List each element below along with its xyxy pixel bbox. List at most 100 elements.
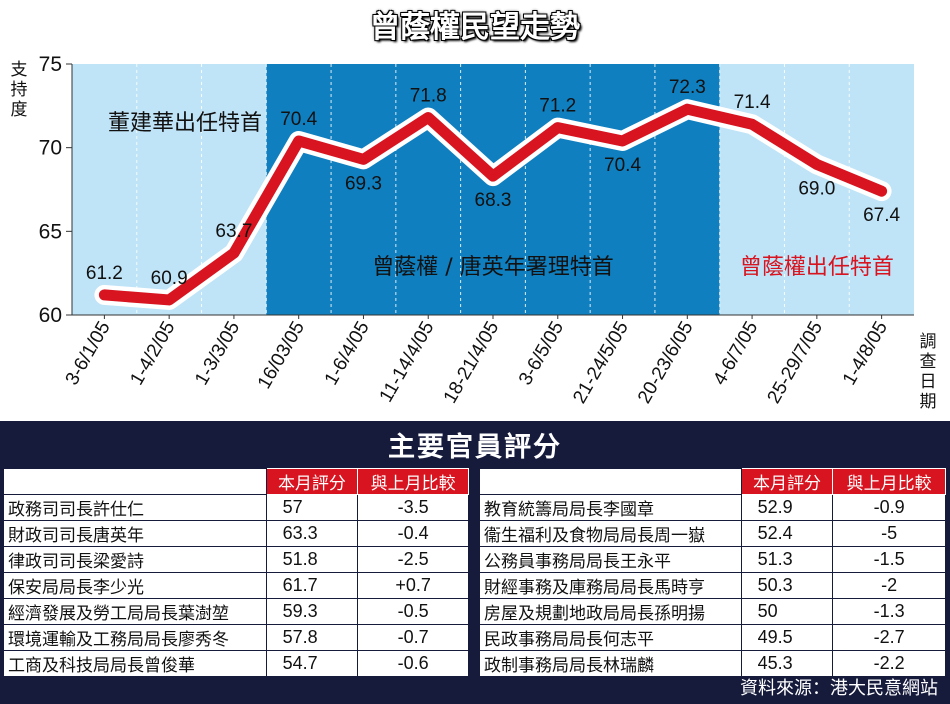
official-change: -1.5	[832, 546, 946, 573]
official-name: 律政司司長梁愛詩	[3, 546, 267, 573]
header-score: 本月評分	[265, 468, 359, 495]
period-label: 曾蔭權 / 唐英年署理特首	[372, 255, 613, 280]
officials-table-left: 本月評分 與上月比較 政務司司長許仕仁 57 -3.5 財政司司長唐英年 63.3 -0.…	[3, 468, 469, 677]
official-score: 52.9	[740, 494, 834, 521]
official-score: 50.3	[740, 572, 834, 599]
officials-table-right: 本月評分 與上月比較 教育統籌局局長李國章 52.9 -0.9 衞生福利及食物局局長周…	[479, 468, 946, 677]
table-row: 民政事務局局長何志平 49.5 -2.7	[479, 624, 946, 651]
data-label: 67.4	[863, 205, 900, 226]
official-score: 61.7	[265, 572, 359, 599]
official-change: -0.4	[357, 520, 469, 547]
data-label: 70.4	[280, 109, 317, 130]
data-point	[361, 157, 366, 162]
y-tick-label: 60	[39, 304, 62, 327]
data-point	[620, 138, 625, 143]
table-row: 保安局局長李少光 61.7 +0.7	[3, 572, 469, 599]
official-change: -0.5	[357, 598, 469, 625]
table-row: 環境運輸及工務局局長廖秀冬 57.8 -0.7	[3, 624, 469, 651]
official-name: 工商及科技局局長曾俊華	[3, 650, 267, 677]
data-label: 61.2	[86, 263, 123, 284]
data-label: 60.9	[151, 268, 188, 289]
data-point	[102, 292, 107, 297]
source-note: 資料來源：港大民意網站	[740, 678, 938, 699]
official-name: 房屋及規劃地政局局長孫明揚	[479, 598, 742, 625]
data-label: 68.3	[475, 190, 512, 211]
official-score: 50	[740, 598, 834, 625]
header-blank	[479, 468, 742, 495]
official-change: -2.2	[832, 650, 946, 677]
data-point	[750, 122, 755, 127]
data-point	[685, 107, 690, 112]
header-change: 與上月比較	[357, 468, 469, 495]
data-point	[555, 125, 560, 130]
data-point	[814, 162, 819, 167]
table-row: 經濟發展及勞工局局長葉澍堃 59.3 -0.5	[3, 598, 469, 625]
data-label: 71.8	[410, 86, 447, 107]
data-label: 69.3	[345, 173, 382, 194]
official-change: -2.5	[357, 546, 469, 573]
period-band	[266, 64, 720, 315]
official-change: -5	[832, 520, 946, 547]
table-row: 政務司司長許仕仁 57 -3.5	[3, 494, 469, 521]
chart-title: 曾蔭權民望走勢	[370, 10, 580, 45]
data-point	[879, 189, 884, 194]
y-tick-label: 75	[39, 53, 62, 76]
data-label: 63.7	[215, 221, 252, 242]
official-name: 財經事務及庫務局局長馬時亨	[479, 572, 742, 599]
official-change: -0.9	[832, 494, 946, 521]
table-row: 律政司司長梁愛詩 51.8 -2.5	[3, 546, 469, 573]
official-name: 公務員事務局局長王永平	[479, 546, 742, 573]
data-point	[296, 138, 301, 143]
official-change: -1.3	[832, 598, 946, 625]
official-score: 49.5	[740, 624, 834, 651]
header-change: 與上月比較	[832, 468, 946, 495]
official-score: 59.3	[265, 598, 359, 625]
official-change: -3.5	[357, 494, 469, 521]
table-row: 教育統籌局局長李國章 52.9 -0.9	[479, 494, 946, 521]
official-change: -2.7	[832, 624, 946, 651]
y-tick-label: 65	[39, 220, 62, 243]
official-change: -2	[832, 572, 946, 599]
table-header-row: 本月評分 與上月比較	[3, 468, 469, 495]
period-label: 董建華出任特首	[108, 111, 262, 136]
official-change: +0.7	[357, 572, 469, 599]
header-score: 本月評分	[740, 468, 834, 495]
table-row: 財經事務及庫務局局長馬時亨 50.3 -2	[479, 572, 946, 599]
official-name: 保安局局長李少光	[3, 572, 267, 599]
data-label: 72.3	[669, 77, 706, 98]
official-score: 51.3	[740, 546, 834, 573]
official-score: 45.3	[740, 650, 834, 677]
table-row: 政制事務局局長林瑞麟 45.3 -2.2	[479, 650, 946, 677]
official-change: -0.7	[357, 624, 469, 651]
table-row: 公務員事務局局長王永平 51.3 -1.5	[479, 546, 946, 573]
data-label: 71.4	[734, 92, 771, 113]
officials-ratings-section: 主要官員評分 本月評分 與上月比較 政務司司長許仕仁 57 -3.5 財政司司長唐英年…	[0, 421, 950, 704]
official-name: 財政司司長唐英年	[3, 520, 267, 547]
official-score: 54.7	[265, 650, 359, 677]
data-point	[167, 297, 172, 302]
period-band	[72, 64, 267, 315]
data-label: 70.4	[604, 155, 641, 176]
y-axis-label: 支持度	[10, 60, 28, 120]
official-name: 衞生福利及食物局局長周一嶽	[479, 520, 742, 547]
period-label: 曾蔭權出任特首	[740, 255, 894, 280]
x-axis-label: 調查日期	[919, 332, 937, 412]
y-tick-label: 70	[39, 137, 62, 160]
official-name: 政務司司長許仕仁	[3, 494, 267, 521]
official-name: 環境運輸及工務局局長廖秀冬	[3, 624, 267, 651]
table-row: 財政司司長唐英年 63.3 -0.4	[3, 520, 469, 547]
official-name: 教育統籌局局長李國章	[479, 494, 742, 521]
table-header-row: 本月評分 與上月比較	[479, 468, 946, 495]
table-title: 主要官員評分	[388, 432, 562, 463]
data-point	[426, 115, 431, 120]
data-label: 71.2	[539, 96, 576, 117]
official-score: 51.8	[265, 546, 359, 573]
data-point	[491, 174, 495, 179]
table-row: 衞生福利及食物局局長周一嶽 52.4 -5	[479, 520, 946, 547]
table-row: 房屋及規劃地政局局長孫明揚 50 -1.3	[479, 598, 946, 625]
header-blank	[3, 468, 267, 495]
data-point	[231, 251, 236, 256]
official-score: 57	[265, 494, 359, 521]
official-change: -0.6	[357, 650, 469, 677]
